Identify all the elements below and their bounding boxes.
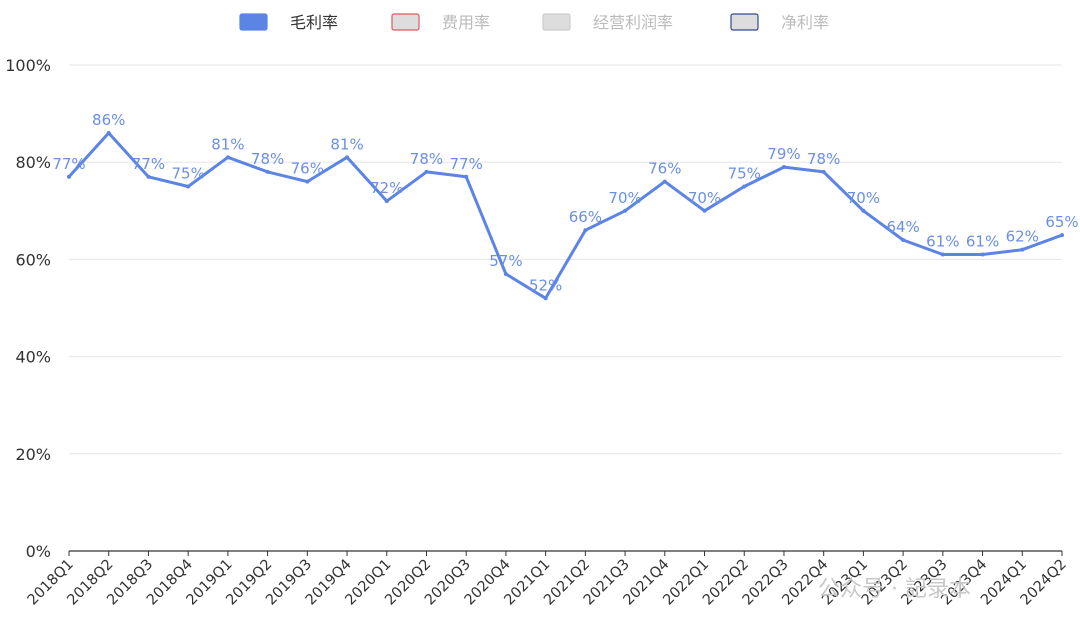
data-point — [543, 296, 548, 301]
data-point — [503, 271, 508, 276]
data-label: 66% — [569, 208, 602, 226]
data-label: 57% — [489, 252, 522, 270]
legend-label: 经营利润率 — [593, 13, 673, 32]
gridlines — [69, 64, 1062, 455]
data-label: 78% — [251, 150, 284, 168]
data-point — [980, 252, 985, 257]
legend-label: 费用率 — [442, 13, 490, 32]
data-point — [265, 169, 270, 174]
data-label: 79% — [767, 145, 800, 163]
data-point — [940, 252, 945, 257]
data-point — [305, 179, 310, 184]
y-axis: 0% 20% 40% 60% 80% 100% — [5, 56, 51, 561]
y-tick-label: 80% — [15, 153, 51, 172]
data-label: 76% — [648, 160, 681, 178]
data-label: 81% — [211, 135, 244, 153]
data-point — [821, 169, 826, 174]
data-label: 81% — [330, 135, 363, 153]
data-point — [662, 179, 667, 184]
data-point — [1060, 233, 1064, 238]
data-point — [781, 165, 786, 170]
data-point — [623, 208, 628, 213]
y-tick-label: 100% — [5, 56, 51, 75]
data-point — [424, 169, 429, 174]
y-tick-label: 60% — [15, 250, 51, 269]
data-point — [583, 228, 588, 233]
legend-label: 净利率 — [781, 13, 829, 32]
data-point — [225, 155, 230, 160]
y-tick-label: 20% — [15, 445, 51, 464]
data-label: 78% — [807, 150, 840, 168]
legend-swatch — [239, 13, 268, 31]
data-point — [67, 174, 71, 179]
legend-item-1[interactable]: 毛利率 — [239, 13, 338, 32]
data-label: 75% — [171, 165, 204, 183]
series-gross-margin — [67, 131, 1064, 300]
data-label: 77% — [450, 155, 483, 173]
data-label: 78% — [410, 150, 443, 168]
legend-item-2[interactable]: 费用率 — [391, 13, 490, 32]
data-label: 65% — [1045, 213, 1078, 231]
legend-item-4[interactable]: 净利率 — [730, 13, 829, 32]
data-label: 70% — [688, 189, 721, 207]
legend-swatch — [391, 13, 420, 31]
data-point — [702, 208, 707, 213]
data-label: 72% — [370, 179, 403, 197]
data-point — [901, 237, 906, 242]
y-tick-label: 0% — [26, 542, 51, 561]
data-label: 61% — [966, 233, 999, 251]
data-point — [384, 199, 389, 204]
data-label: 61% — [926, 233, 959, 251]
legend-swatch — [542, 13, 571, 31]
data-label: 77% — [52, 155, 85, 173]
data-point — [186, 184, 191, 189]
data-label: 62% — [1006, 228, 1039, 246]
data-label: 86% — [92, 111, 125, 129]
data-label: 70% — [608, 189, 641, 207]
data-point — [1020, 247, 1025, 252]
data-label: 70% — [847, 189, 880, 207]
y-tick-label: 40% — [15, 348, 51, 367]
data-labels: 77% 86% 77% 75% 81% 78% 76% 81% 72% 78% 77% 57% 52% 6… — [52, 111, 1079, 301]
data-label: 75% — [728, 165, 761, 183]
watermark: 公众号 · 記录本 — [818, 577, 971, 602]
data-point — [345, 155, 350, 160]
watermark-text: 公众号 · 記录本 — [818, 577, 971, 602]
legend-label: 毛利率 — [290, 13, 338, 32]
legend: 毛利率 费用率 经营利润率 净利率 — [239, 13, 829, 32]
data-label: 52% — [529, 276, 562, 294]
legend-item-3[interactable]: 经营利润率 — [542, 13, 673, 32]
series-line — [67, 131, 1064, 300]
data-point — [106, 131, 111, 136]
legend-swatch — [730, 13, 759, 31]
data-label: 64% — [886, 218, 919, 236]
data-point — [742, 184, 747, 189]
data-label: 76% — [291, 160, 324, 178]
data-label: 77% — [132, 155, 165, 173]
data-point — [146, 174, 151, 179]
data-point — [861, 208, 866, 213]
data-point — [464, 174, 469, 179]
